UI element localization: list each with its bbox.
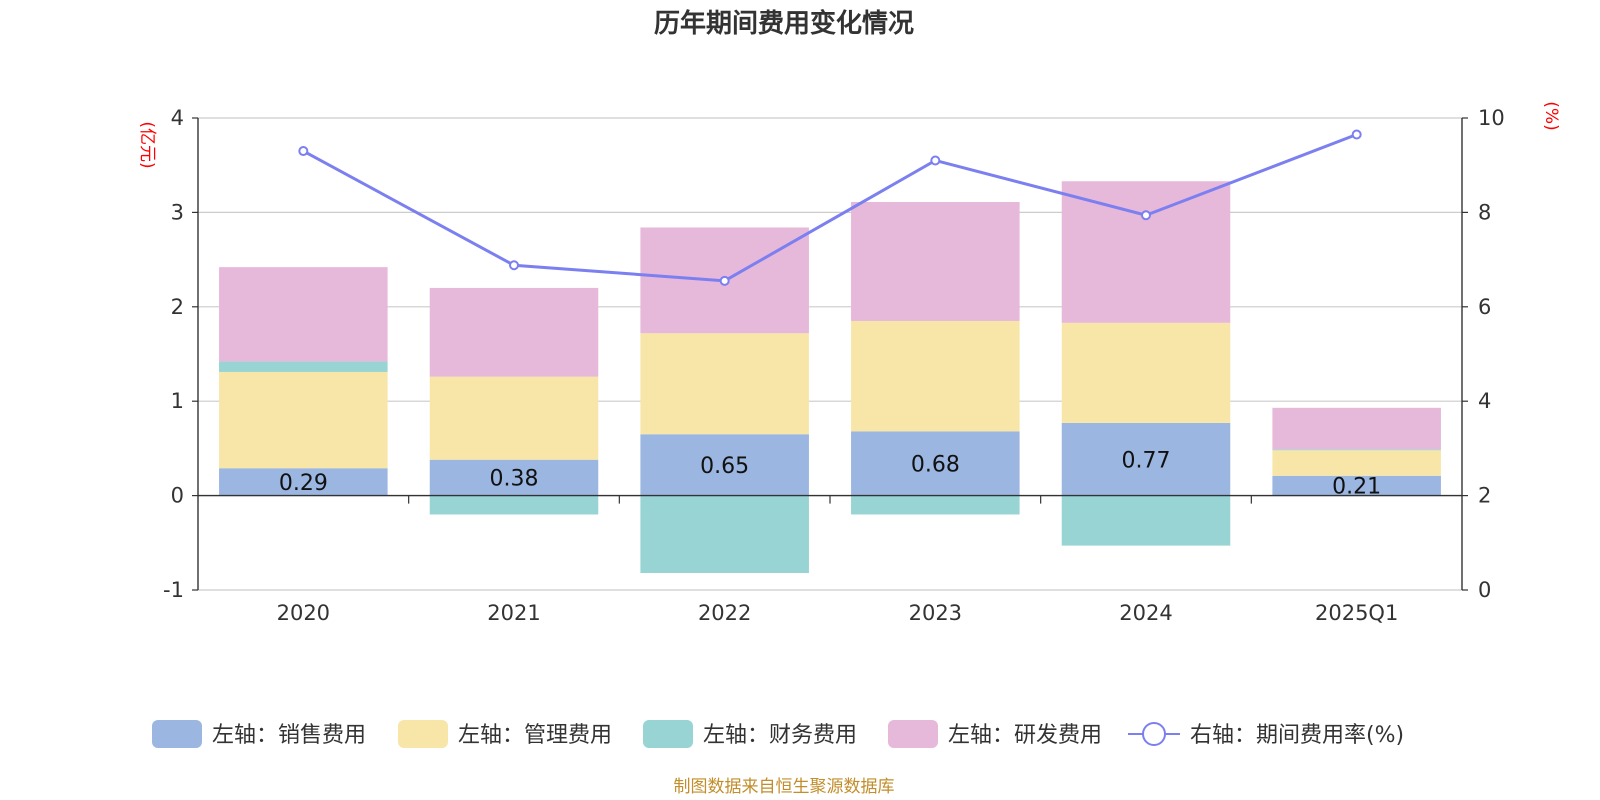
right-tick-label: 4 bbox=[1478, 389, 1491, 413]
bar-segment bbox=[640, 333, 809, 435]
x-tick-label: 2020 bbox=[277, 601, 330, 625]
legend-label: 右轴：期间费用率(%) bbox=[1190, 723, 1404, 748]
data-label: 0.29 bbox=[279, 471, 328, 496]
left-tick-label: 3 bbox=[171, 200, 184, 224]
bar-segment bbox=[1272, 450, 1441, 476]
legend-label: 左轴：财务费用 bbox=[703, 723, 857, 748]
left-tick-label: 1 bbox=[171, 389, 184, 413]
bar-segment bbox=[429, 376, 599, 460]
rate-point bbox=[1141, 210, 1151, 221]
left-tick-label: -1 bbox=[163, 578, 184, 602]
bar-segment bbox=[219, 371, 388, 469]
left-tick-label: 4 bbox=[171, 106, 184, 130]
x-tick-label: 2021 bbox=[487, 601, 540, 625]
bar-segment bbox=[1272, 449, 1441, 451]
x-tick-label: 2022 bbox=[698, 601, 751, 625]
bar-segment bbox=[1061, 422, 1231, 496]
right-axis-unit: (%) bbox=[1541, 101, 1561, 130]
x-tick-label: 2024 bbox=[1119, 601, 1172, 625]
bar-segment bbox=[429, 287, 599, 377]
data-label: 0.68 bbox=[911, 453, 960, 478]
rate-point bbox=[719, 275, 730, 286]
bar-segment bbox=[219, 468, 388, 496]
bar-segment bbox=[429, 495, 599, 515]
bar-segment bbox=[1272, 475, 1441, 496]
left-tick-label: 2 bbox=[171, 295, 184, 319]
line-series bbox=[298, 129, 1362, 286]
chart-title: 历年期间费用变化情况 bbox=[654, 8, 914, 39]
right-tick-label: 10 bbox=[1478, 106, 1505, 130]
data-label: 0.77 bbox=[1122, 448, 1171, 473]
left-axis-unit: (亿元) bbox=[137, 121, 157, 168]
right-tick-label: 8 bbox=[1478, 200, 1491, 224]
left-tick-label: 0 bbox=[171, 484, 184, 508]
bar-segment bbox=[851, 320, 1020, 432]
source-note: 制图数据来自恒生聚源数据库 bbox=[674, 777, 895, 797]
bar-segment bbox=[640, 434, 809, 496]
data-labels: 0.29 0.38 0.65 0.68 0.77 0.21 bbox=[279, 448, 1381, 499]
bar-segment bbox=[429, 459, 599, 496]
legend: 左轴：销售费用 左轴：管理费用 左轴：财务费用 左轴：研发费用 右轴：期间费用率(%) bbox=[152, 720, 1404, 748]
bar-segment bbox=[219, 267, 388, 362]
rate-point bbox=[509, 260, 519, 271]
bar-segment bbox=[851, 202, 1020, 321]
x-tick-label: 2025Q1 bbox=[1315, 601, 1398, 625]
bar-segment bbox=[1061, 495, 1231, 546]
legend-label: 左轴：销售费用 bbox=[212, 723, 366, 748]
legend-swatch bbox=[398, 720, 448, 748]
right-tick-label: 6 bbox=[1478, 295, 1491, 319]
legend-swatch bbox=[643, 720, 693, 748]
bar-segment bbox=[851, 495, 1020, 515]
rate-point bbox=[930, 155, 941, 166]
right-tick-label: 0 bbox=[1478, 578, 1491, 602]
bar-segment bbox=[851, 431, 1020, 496]
rate-point bbox=[298, 146, 309, 157]
x-tick-label: 2023 bbox=[909, 601, 962, 625]
bar-segment bbox=[1061, 181, 1231, 323]
data-label: 0.21 bbox=[1332, 475, 1381, 500]
legend-label: 左轴：管理费用 bbox=[458, 723, 612, 748]
legend-swatch bbox=[888, 720, 938, 748]
rate-line bbox=[302, 133, 1358, 283]
bar-segment bbox=[1061, 322, 1231, 423]
bar-segment bbox=[219, 361, 388, 372]
legend-marker-icon bbox=[1142, 722, 1166, 746]
data-label: 0.65 bbox=[700, 454, 749, 479]
bar-segment bbox=[640, 495, 809, 574]
bars bbox=[219, 181, 1441, 574]
right-tick-label: 2 bbox=[1478, 484, 1491, 508]
data-label: 0.38 bbox=[490, 467, 539, 492]
bar-segment bbox=[1272, 407, 1441, 450]
rate-point bbox=[1351, 129, 1362, 140]
legend-label: 左轴：研发费用 bbox=[948, 723, 1102, 748]
legend-swatch bbox=[152, 720, 202, 748]
